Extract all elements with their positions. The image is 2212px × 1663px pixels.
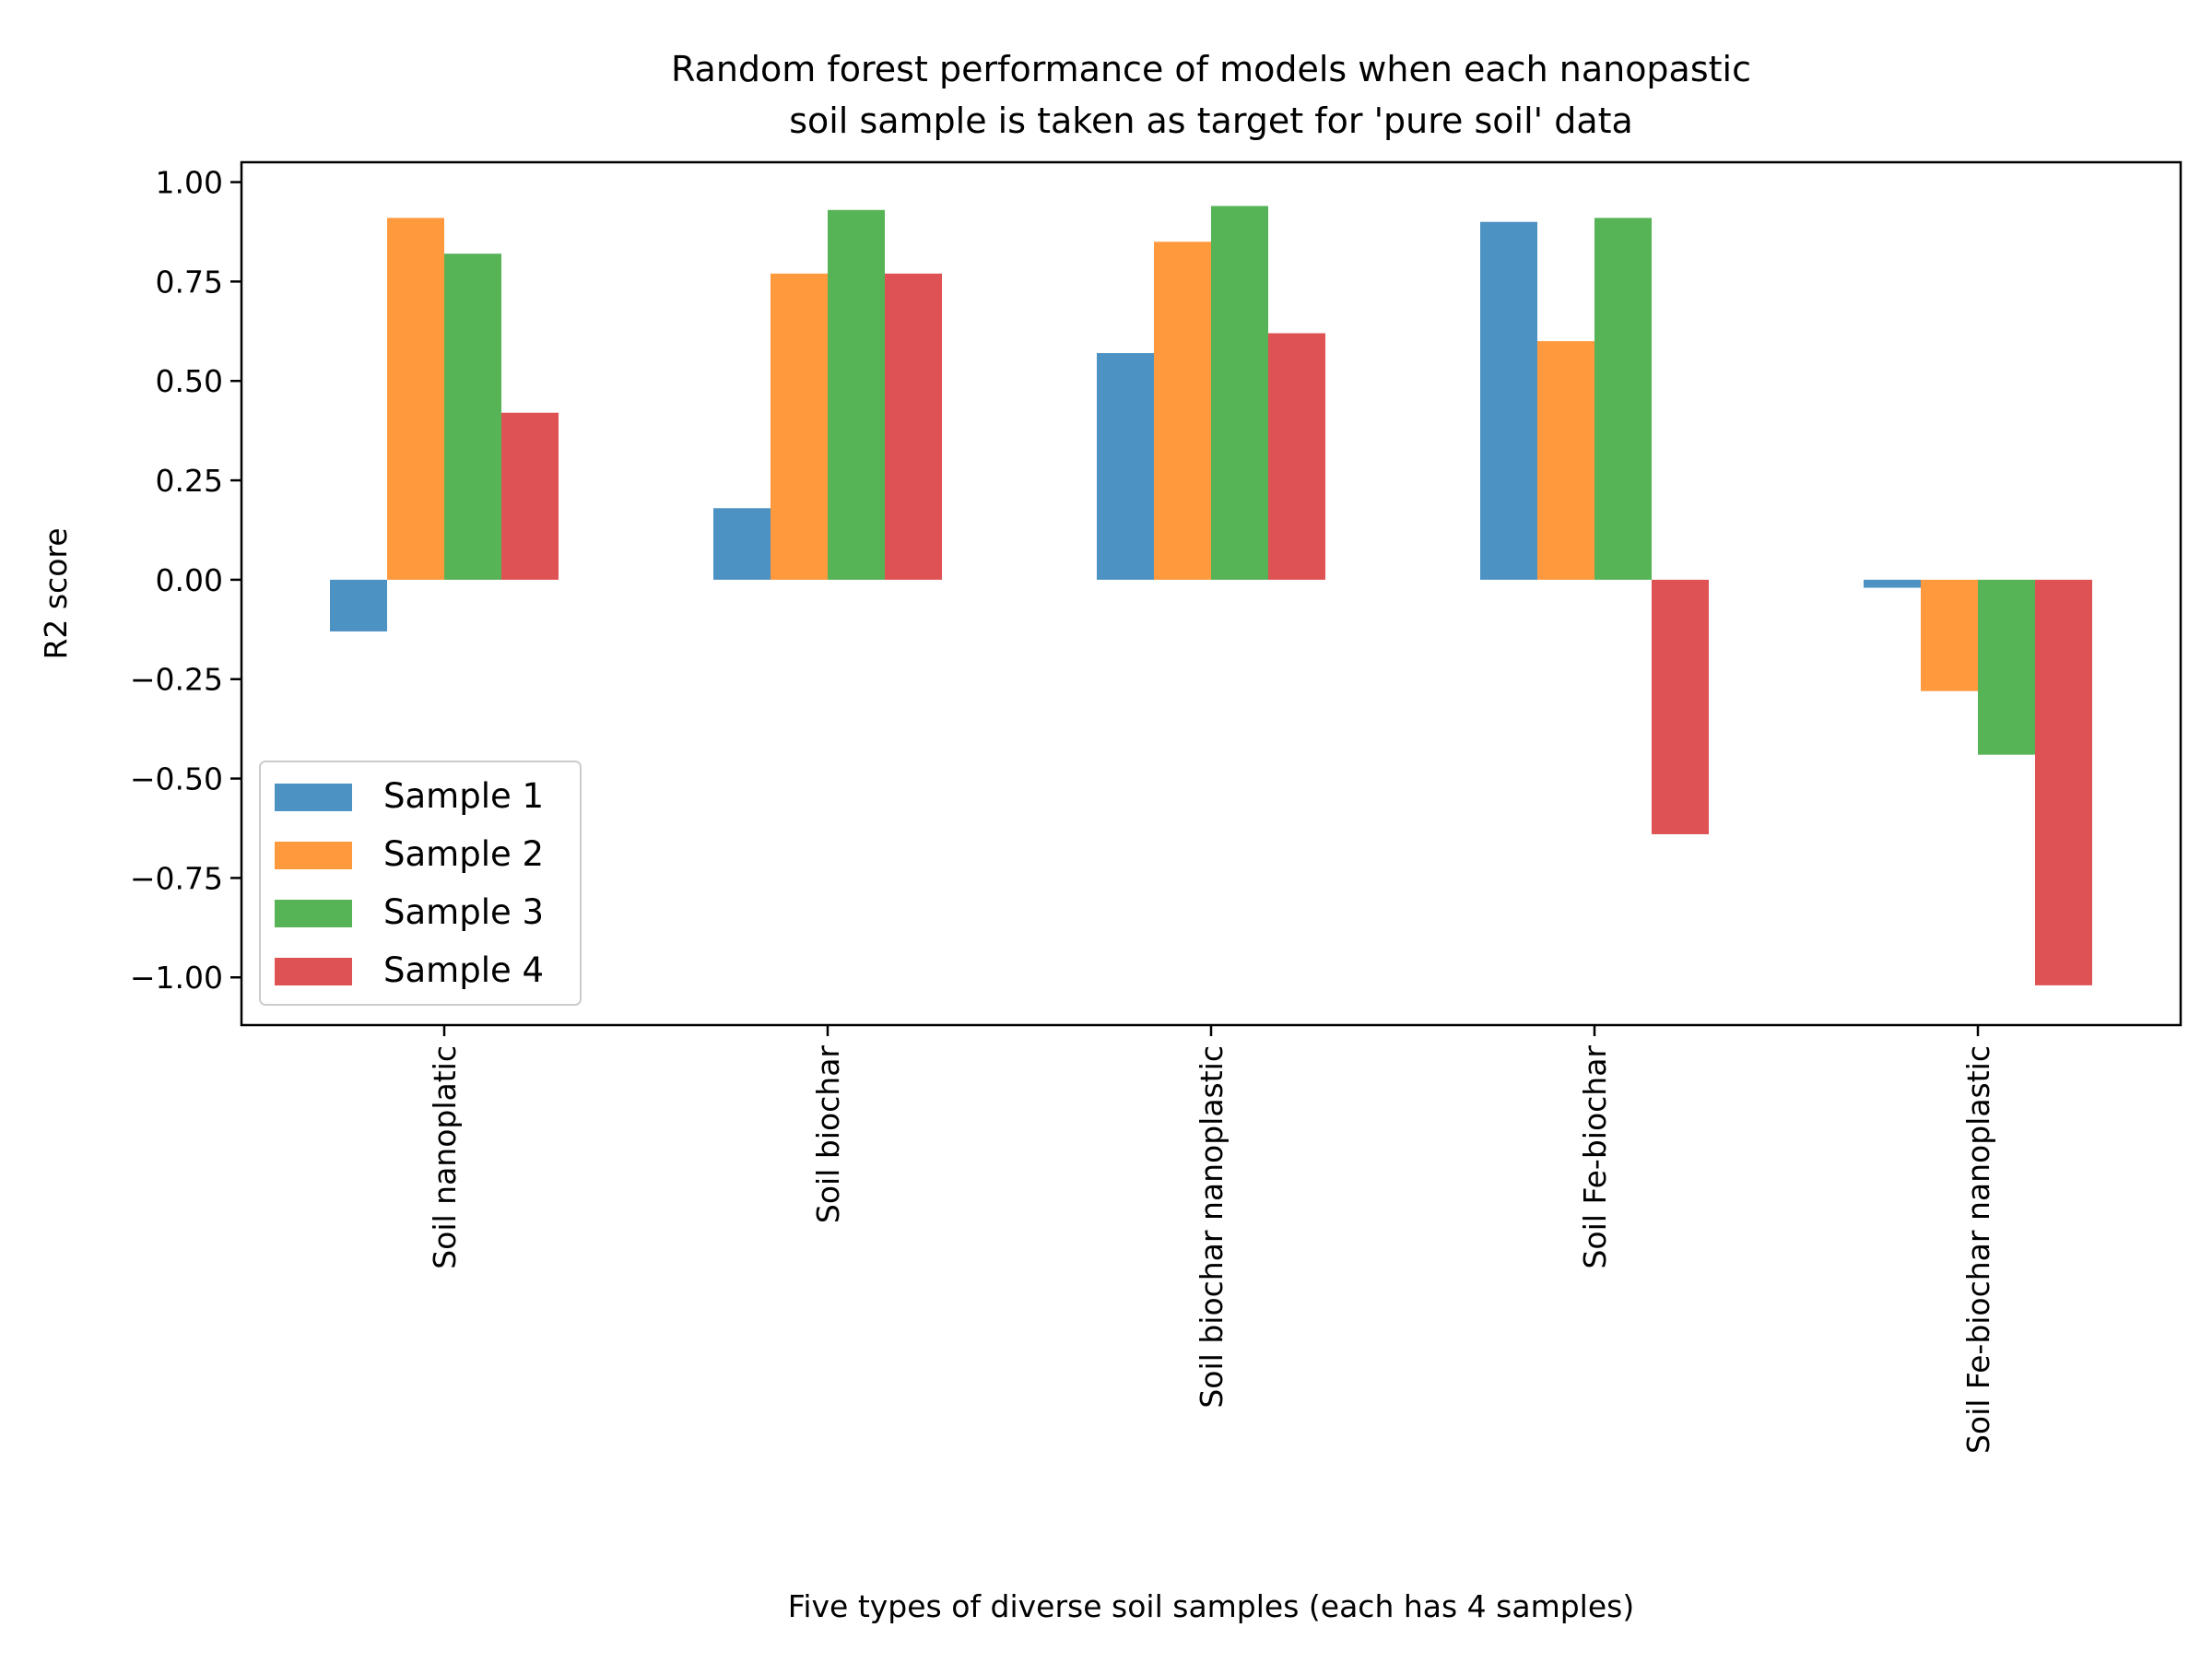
y-tick-label: −1.00 xyxy=(130,960,223,996)
y-tick-label: −0.50 xyxy=(130,761,223,797)
legend: Sample 1 Sample 2 Sample 3 Sample 4 xyxy=(259,761,582,1006)
bar-sample-3-cat-5 xyxy=(1978,579,2035,755)
legend-swatch xyxy=(275,958,352,985)
legend-label: Sample 1 xyxy=(383,776,544,816)
chart-title-line-2: soil sample is taken as target for 'pure… xyxy=(789,100,1633,141)
x-tick-label: Soil nanoplatic xyxy=(427,1045,463,1269)
bar-sample-2-cat-5 xyxy=(1921,579,1978,691)
legend-label: Sample 2 xyxy=(383,834,544,874)
bar-sample-4-cat-4 xyxy=(1652,579,1709,834)
legend-swatch xyxy=(275,900,352,927)
bar-sample-2-cat-2 xyxy=(771,273,828,580)
y-tick-label: −0.75 xyxy=(130,860,223,896)
x-tick-label: Soil biochar xyxy=(810,1045,846,1224)
y-tick-label: 0.75 xyxy=(156,264,223,300)
chart-title: Random forest performance of models when… xyxy=(671,49,1751,141)
legend-swatch xyxy=(275,842,352,869)
bar-sample-3-cat-2 xyxy=(828,209,885,580)
bar-sample-3-cat-4 xyxy=(1594,218,1652,580)
bar-sample-1-cat-2 xyxy=(713,508,771,580)
bar-sample-2-cat-4 xyxy=(1537,341,1594,580)
y-tick-label: −0.25 xyxy=(130,662,223,698)
bar-sample-1-cat-4 xyxy=(1480,221,1537,580)
legend-frame xyxy=(259,761,582,1006)
x-tick-label: Soil biochar nanoplastic xyxy=(1194,1045,1230,1409)
bar-sample-1-cat-5 xyxy=(1864,579,1921,588)
bar-sample-2-cat-1 xyxy=(387,218,444,580)
y-axis: −1.00 −0.75 −0.50 −0.25 0.00 0.25 0.50 0.75 1.00 xyxy=(130,165,241,996)
x-tick-label: Soil Fe-biochar xyxy=(1577,1045,1613,1269)
y-tick-label: 1.00 xyxy=(156,165,223,201)
bar-sample-1-cat-1 xyxy=(330,579,387,631)
legend-label: Sample 3 xyxy=(383,892,544,932)
legend-label: Sample 4 xyxy=(383,950,544,990)
bar-sample-2-cat-3 xyxy=(1154,242,1211,580)
y-tick-label: 0.00 xyxy=(156,562,223,598)
legend-swatch xyxy=(275,784,352,811)
bar-sample-3-cat-3 xyxy=(1211,206,1268,580)
bar-sample-4-cat-1 xyxy=(501,412,559,580)
bar-sample-4-cat-2 xyxy=(885,273,942,580)
bar-sample-1-cat-3 xyxy=(1097,353,1154,580)
x-axis-label: Five types of diverse soil samples (each… xyxy=(788,1588,1634,1624)
bar-sample-4-cat-3 xyxy=(1268,333,1325,580)
y-axis-label: R2 score xyxy=(38,527,74,659)
y-tick-label: 0.25 xyxy=(156,463,223,499)
x-axis: Soil nanoplatic Soil biochar Soil biochar … xyxy=(427,1025,1996,1454)
bar-sample-3-cat-1 xyxy=(444,254,501,580)
y-tick-label: 0.50 xyxy=(156,363,223,399)
x-tick-label: Soil Fe-biochar nanoplastic xyxy=(1960,1045,1996,1454)
bars-layer xyxy=(330,206,2092,985)
bar-sample-4-cat-5 xyxy=(2035,579,2092,985)
chart-title-line-1: Random forest performance of models when… xyxy=(671,49,1751,89)
